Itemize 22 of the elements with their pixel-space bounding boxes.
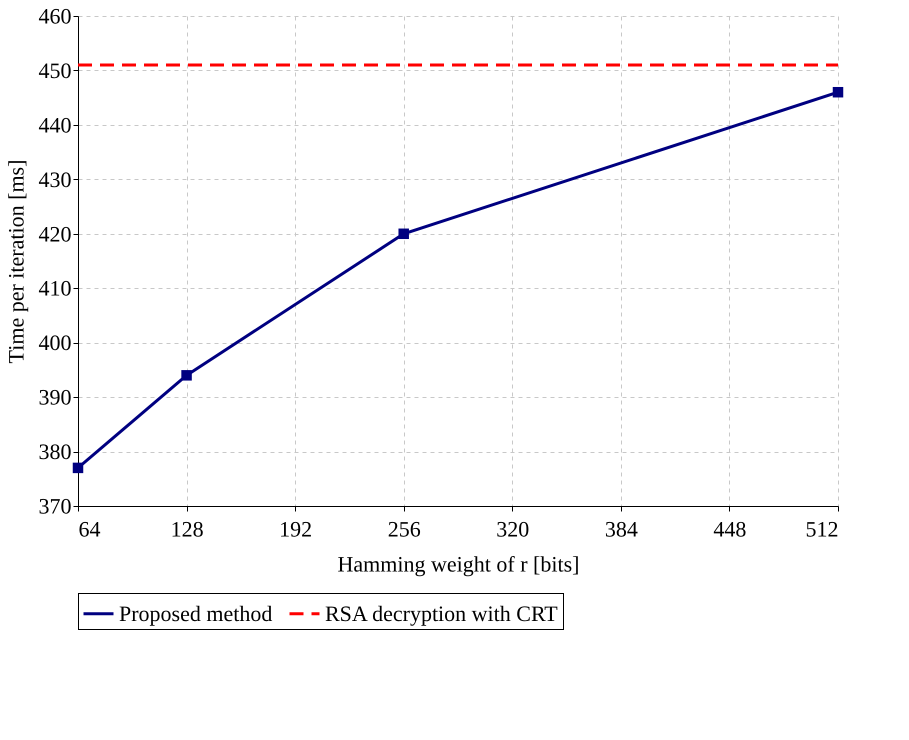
- x-axis-title: Hamming weight of r [bits]: [338, 552, 580, 576]
- legend-label: Proposed method: [119, 600, 272, 626]
- y-tick-label: 410: [38, 276, 72, 301]
- x-tick-label: 512: [806, 516, 838, 542]
- y-tick-label: 370: [38, 494, 72, 518]
- y-tick-label: 420: [38, 221, 72, 246]
- y-tick-label: 380: [38, 439, 72, 464]
- x-tick-label: 128: [170, 516, 204, 542]
- y-tick-label: 440: [38, 112, 72, 138]
- x-tick-label: 384: [604, 516, 638, 542]
- y-axis-title: Time per iteration [ms]: [4, 160, 28, 364]
- y-tick-label: 430: [38, 166, 72, 192]
- x-tick-label: 256: [388, 516, 421, 542]
- x-tick-label: 320: [496, 516, 530, 542]
- x-tick-label: 448: [713, 516, 746, 542]
- x-tick-label: 192: [279, 516, 312, 542]
- y-tick-label: 460: [38, 4, 72, 28]
- x-tick-label: 64: [78, 516, 100, 542]
- legend-label: RSA decryption with CRT: [325, 600, 558, 626]
- y-tick-label: 400: [38, 330, 72, 356]
- y-tick-label: 390: [38, 384, 72, 410]
- y-tick-label: 450: [38, 58, 72, 83]
